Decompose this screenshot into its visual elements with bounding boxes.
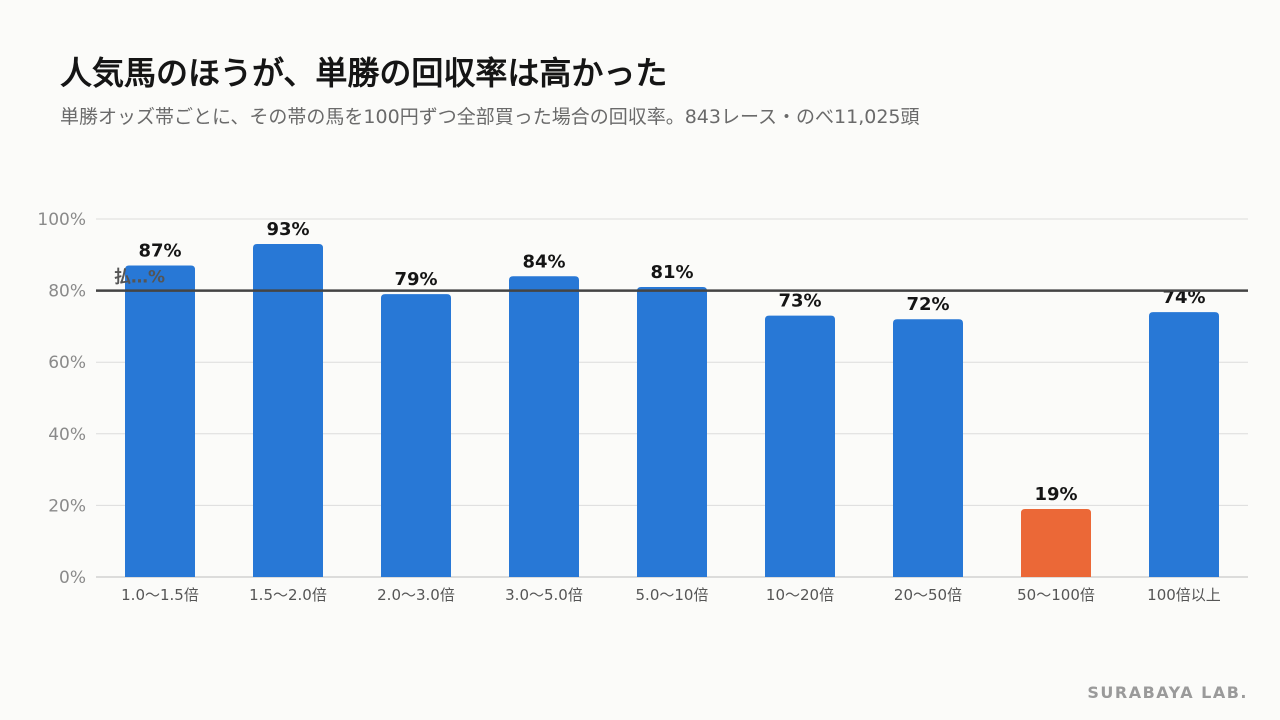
y-tick-label: 60% <box>48 353 86 373</box>
y-tick-label: 0% <box>59 568 86 588</box>
x-tick-label: 5.0〜10倍 <box>636 586 709 604</box>
x-tick-label: 1.5〜2.0倍 <box>249 586 327 604</box>
x-tick-label: 50〜100倍 <box>1017 586 1095 604</box>
x-tick-label: 100倍以上 <box>1147 586 1221 604</box>
bar <box>893 319 963 577</box>
bar <box>1149 312 1219 577</box>
x-tick-label: 3.0〜5.0倍 <box>505 586 583 604</box>
y-tick-label: 80% <box>48 282 86 302</box>
data-label: 84% <box>522 251 565 272</box>
bar <box>509 276 579 577</box>
bar <box>1021 508 1091 577</box>
bar <box>381 294 451 577</box>
reference-line-label: 払…% <box>114 267 165 288</box>
data-label: 81% <box>650 262 693 283</box>
chart-subtitle: 単勝オッズ帯ごとに、その帯の馬を100円ずつ全部買った場合の回収率。843レース… <box>60 106 920 128</box>
brand-logo: SURABAYA LAB. <box>1087 683 1248 702</box>
data-label: 79% <box>394 269 437 290</box>
bar <box>637 287 707 577</box>
data-label: 73% <box>778 291 821 312</box>
data-label: 72% <box>906 294 949 315</box>
chart-title: 人気馬のほうが、単勝の回収率は高かった <box>60 54 668 92</box>
data-label: 19% <box>1034 484 1077 505</box>
y-tick-label: 20% <box>48 496 86 516</box>
x-tick-label: 20〜50倍 <box>894 586 962 604</box>
y-tick-label: 40% <box>48 425 86 445</box>
bar <box>765 315 835 577</box>
x-tick-label: 2.0〜3.0倍 <box>377 586 455 604</box>
data-label: 87% <box>138 241 181 262</box>
data-label: 74% <box>1162 287 1205 308</box>
data-label: 93% <box>266 219 309 240</box>
bar <box>125 265 195 577</box>
x-tick-label: 1.0〜1.5倍 <box>121 586 199 604</box>
bar <box>253 244 323 577</box>
x-tick-label: 10〜20倍 <box>766 586 834 604</box>
y-tick-label: 100% <box>37 210 86 230</box>
